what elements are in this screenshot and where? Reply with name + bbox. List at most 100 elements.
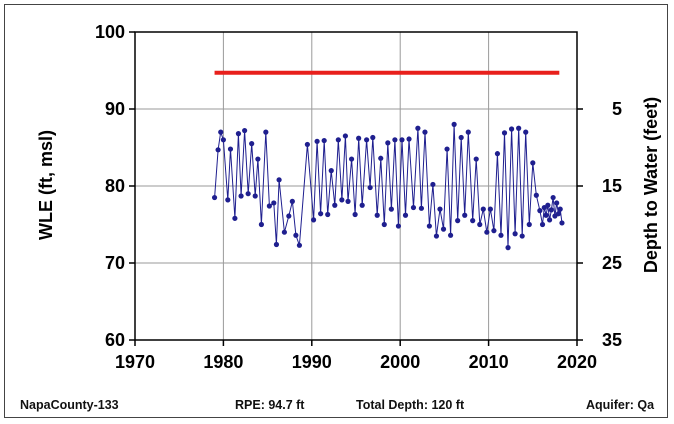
data-point [395,223,402,229]
y2-tick-label: 5 [612,99,622,119]
y-axis-label: WLE (ft, msl) [36,130,56,240]
data-point [314,138,320,144]
data-point [462,212,468,218]
data-point [345,198,351,204]
data-point [557,206,563,212]
data-point [487,206,493,212]
data-point [252,193,258,199]
x-tick-label: 1990 [292,352,332,372]
data-point [426,223,432,229]
data-point [406,136,412,142]
data-point [332,202,338,208]
y-axis-left: 60 70 80 90 100 [95,22,135,350]
data-point [385,140,391,146]
data-point [281,229,287,235]
data-point [555,211,562,217]
data-point [480,206,486,212]
x-tick-label: 2000 [380,352,420,372]
y-tick-label: 70 [105,253,125,273]
data-point [289,198,295,204]
data-point [225,197,231,203]
data-point [325,211,331,218]
data-point [276,177,282,183]
data-point [508,126,515,132]
y-tick-label: 90 [105,99,125,119]
data-point [273,241,280,248]
data-point [218,129,224,135]
data-point [444,146,450,152]
data-point [440,226,447,232]
data-point [477,221,483,228]
data-point [211,194,218,201]
x-tick-label: 2010 [469,352,509,372]
data-point [415,125,421,131]
y2-tick-label: 35 [602,330,622,350]
data-point [451,121,457,127]
data-point [374,212,380,218]
data-point [399,137,405,143]
data-point [484,229,490,235]
data-point [491,228,497,234]
data-point [370,134,376,141]
data-point [437,206,443,212]
data-point [546,217,553,223]
data-point [537,208,543,214]
well-name: NapaCounty-133 [20,398,119,412]
data-point [554,200,560,206]
data-point [519,233,525,239]
data-point [359,202,365,208]
data-point [245,191,251,197]
data-point [523,129,529,135]
data-point [328,168,334,174]
aquifer-label: Aquifer: Qa [586,398,655,412]
data-point [512,231,518,237]
data-point [465,129,471,135]
data-point [473,156,479,162]
x-axis: 1970 1980 1990 2000 2010 2020 [115,340,597,372]
data-point [430,181,436,188]
data-point [458,134,464,141]
x-tick-label: 1980 [203,352,243,372]
data-points [211,121,565,251]
data-point [470,218,476,224]
data-point [539,221,546,228]
data-point [304,141,310,148]
data-point [235,131,242,137]
data-point [356,135,362,141]
data-point [242,127,248,134]
y-tick-label: 100 [95,22,125,42]
data-point [271,200,277,206]
y-tick-label: 80 [105,176,125,196]
data-point [559,220,565,226]
y2-tick-label: 25 [602,253,622,273]
data-point [364,137,370,143]
data-point [550,194,556,201]
y2-tick-label: 15 [602,176,622,196]
data-point [335,137,341,143]
data-point [232,215,238,221]
data-point [215,147,221,153]
data-point [378,155,384,161]
data-point [548,207,554,213]
x-tick-label: 2020 [557,352,597,372]
rpe-label: RPE: 94.7 ft [235,398,305,412]
y2-axis-label: Depth to Water (feet) [641,97,661,273]
data-point [392,137,398,143]
data-point [348,156,355,162]
data-point [501,130,508,136]
data-point [433,233,440,239]
data-point [516,125,522,131]
data-point [545,202,551,208]
data-point [263,129,269,135]
y-tick-label: 60 [105,330,125,350]
data-point [410,204,417,211]
data-point [447,232,454,238]
x-tick-label: 1970 [115,352,155,372]
data-point [418,205,425,211]
data-point [258,221,265,228]
data-point [310,217,317,223]
data-point [342,133,348,139]
data-point [255,156,261,162]
total-depth-label: Total Depth: 120 ft [356,398,465,412]
data-point [543,212,549,218]
